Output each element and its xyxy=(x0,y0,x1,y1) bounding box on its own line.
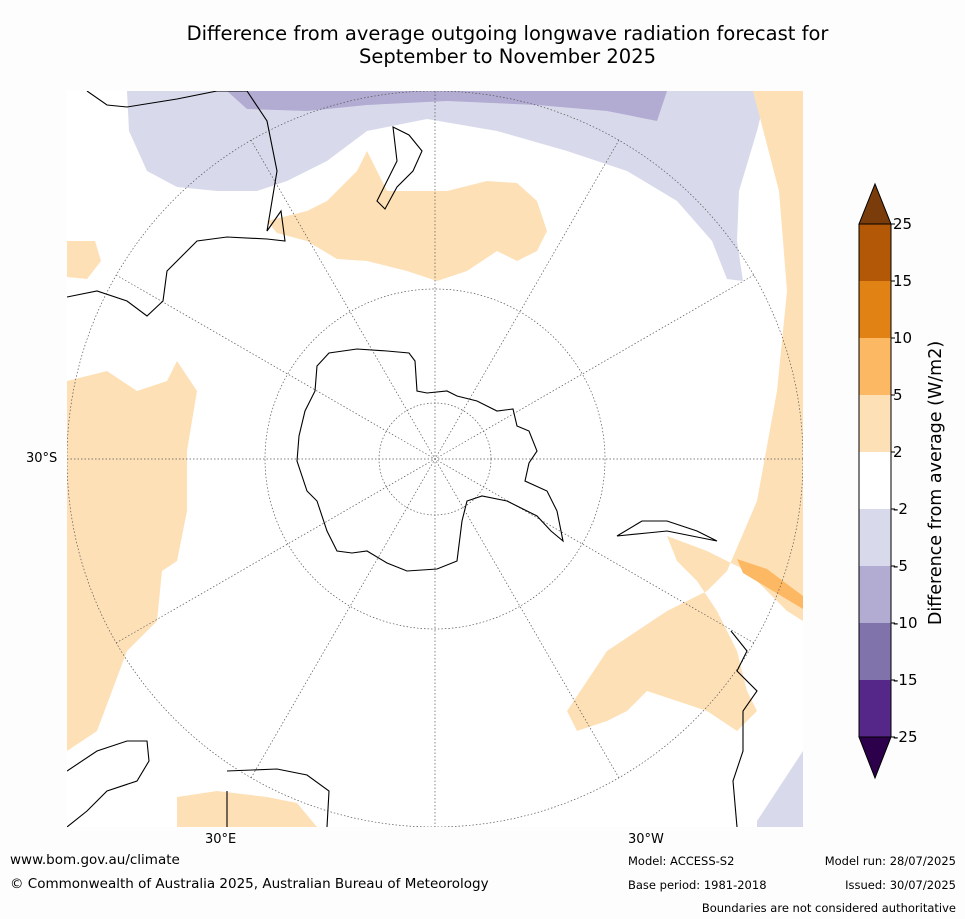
africa-coastline xyxy=(67,740,150,827)
colorbar-extend-bottom xyxy=(858,736,892,780)
colorbar-tick-minus-2: -2 xyxy=(893,500,908,518)
colorbar-band-15-25 xyxy=(859,224,891,281)
colorbar-tick-minus-15: -15 xyxy=(893,671,918,689)
copyright-notice: © Commonwealth of Australia 2025, Austra… xyxy=(10,876,489,892)
olr-above-average-region-africa xyxy=(177,791,317,827)
map-title: Difference from average outgoing longwav… xyxy=(0,22,965,68)
base-period: Base period: 1981-2018 xyxy=(628,878,767,892)
model-name: Model: ACCESS-S2 xyxy=(628,854,735,868)
olr-strong-below-average-region xyxy=(227,91,667,121)
map-svg xyxy=(67,91,803,827)
graticule xyxy=(67,91,803,827)
colorbar-band-m2-m5 xyxy=(859,509,891,566)
olr-above-average-region-pacific xyxy=(267,151,547,281)
colorbar-tick-minus-5: -5 xyxy=(893,557,908,575)
colorbar-band-m5-m10 xyxy=(859,566,891,623)
colorbar-tick-10: 10 xyxy=(893,329,913,347)
title-line-2: September to November 2025 xyxy=(358,45,657,68)
colorbar-band-m15-m25 xyxy=(859,680,891,737)
colorbar-band-10-15 xyxy=(859,281,891,338)
latitude-label-30s: 30°S xyxy=(26,451,58,466)
longitude-label-30e: 30°E xyxy=(205,832,237,847)
colorbar-tick-2: 2 xyxy=(893,443,903,461)
colorbar-ticks xyxy=(891,223,895,738)
boundaries-disclaimer: Boundaries are not considered authoritat… xyxy=(701,901,956,915)
colorbar xyxy=(858,182,895,780)
issued-date: Issued: 30/07/2025 xyxy=(845,878,956,892)
olr-above-average-region-west-2 xyxy=(67,241,101,279)
colorbar-band-neutral xyxy=(859,452,891,509)
colorbar-band-m10-m15 xyxy=(859,623,891,680)
south-america-east-coast xyxy=(730,630,758,827)
olr-below-average-region-north xyxy=(127,91,767,281)
madagascar-coastline xyxy=(226,768,330,827)
colorbar-band-5-10 xyxy=(859,338,891,395)
colorbar-tick-minus-10: -10 xyxy=(893,614,918,632)
polar-map xyxy=(67,91,803,827)
new-zealand-coastline xyxy=(376,126,423,210)
longitude-label-30w: 30°W xyxy=(628,832,664,847)
olr-above-average-region-east xyxy=(567,91,803,731)
colorbar-tick-25: 25 xyxy=(893,215,913,233)
colorbar-band-2-5 xyxy=(859,395,891,452)
website-link[interactable]: www.bom.gov.au/climate xyxy=(10,852,180,868)
antarctica-coastline xyxy=(296,348,564,572)
colorbar-tick-5: 5 xyxy=(893,386,903,404)
title-line-1: Difference from average outgoing longwav… xyxy=(186,22,829,45)
colorbar-title: Difference from average (W/m2) xyxy=(926,340,946,626)
colorbar-tick-minus-25: -25 xyxy=(893,728,918,746)
south-america-coastline xyxy=(616,520,718,542)
colorbar-tick-15: 15 xyxy=(893,272,913,290)
colorbar-outline xyxy=(858,223,892,738)
olr-below-average-region-south xyxy=(757,751,803,827)
australia-coastline xyxy=(67,91,286,317)
olr-above-average-region-west xyxy=(67,361,197,751)
colorbar-extend-top xyxy=(858,182,892,225)
model-run-date: Model run: 28/07/2025 xyxy=(824,854,956,868)
olr-moderate-above-average-region xyxy=(737,559,803,609)
